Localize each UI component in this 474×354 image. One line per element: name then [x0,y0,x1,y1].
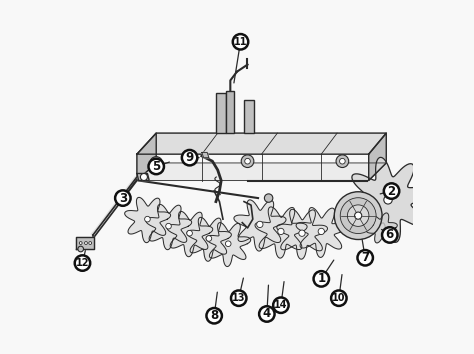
Polygon shape [296,207,347,257]
Polygon shape [76,237,94,249]
Circle shape [340,198,376,234]
Circle shape [89,242,91,244]
FancyBboxPatch shape [216,93,227,133]
Text: 2: 2 [387,184,396,198]
Circle shape [382,227,398,243]
Polygon shape [369,133,386,181]
Polygon shape [346,157,430,242]
Circle shape [336,155,349,167]
Polygon shape [137,173,149,181]
Circle shape [299,230,305,236]
Polygon shape [206,223,251,267]
Circle shape [245,158,250,164]
Circle shape [145,216,150,222]
Circle shape [115,190,130,206]
Text: 10: 10 [332,293,346,303]
Text: 12: 12 [76,258,89,268]
Circle shape [231,290,246,306]
Circle shape [226,241,231,246]
Circle shape [207,308,222,324]
Text: 5: 5 [152,160,160,173]
Polygon shape [167,211,213,257]
Circle shape [148,159,164,174]
Text: 7: 7 [361,251,369,264]
Circle shape [75,255,90,271]
Circle shape [166,223,171,229]
Circle shape [384,183,399,199]
Polygon shape [202,153,209,158]
Circle shape [233,34,248,50]
Circle shape [256,221,263,228]
Text: 4: 4 [263,308,271,320]
Circle shape [384,196,392,204]
Polygon shape [255,207,307,258]
Circle shape [241,155,254,167]
Polygon shape [187,217,231,261]
Circle shape [78,246,83,252]
Text: 13: 13 [232,293,246,303]
Polygon shape [137,163,386,181]
Polygon shape [137,133,386,154]
Text: 1: 1 [317,272,325,285]
FancyBboxPatch shape [227,91,234,133]
Text: 11: 11 [234,37,247,47]
Polygon shape [125,198,171,242]
Circle shape [140,173,147,181]
Circle shape [334,192,382,240]
Text: 3: 3 [119,192,127,205]
Circle shape [259,306,274,322]
Circle shape [154,160,159,166]
Circle shape [206,236,212,241]
Polygon shape [366,213,397,243]
Circle shape [84,242,87,244]
Circle shape [331,290,346,306]
Circle shape [273,297,289,313]
FancyBboxPatch shape [244,100,254,133]
Polygon shape [137,133,156,181]
Circle shape [187,230,192,236]
Circle shape [355,212,362,219]
Polygon shape [277,209,328,259]
Polygon shape [146,204,191,250]
Circle shape [264,194,273,202]
Circle shape [318,228,325,235]
Circle shape [314,271,329,287]
Text: 6: 6 [386,228,394,241]
Circle shape [278,228,284,235]
Polygon shape [91,177,137,237]
Text: 8: 8 [210,309,219,322]
Circle shape [182,150,197,165]
Circle shape [339,158,345,164]
Text: 9: 9 [185,151,194,164]
Circle shape [347,205,369,226]
Circle shape [357,250,373,266]
Text: 14: 14 [274,300,288,310]
Circle shape [79,242,82,244]
Polygon shape [234,200,286,251]
Circle shape [150,156,163,169]
